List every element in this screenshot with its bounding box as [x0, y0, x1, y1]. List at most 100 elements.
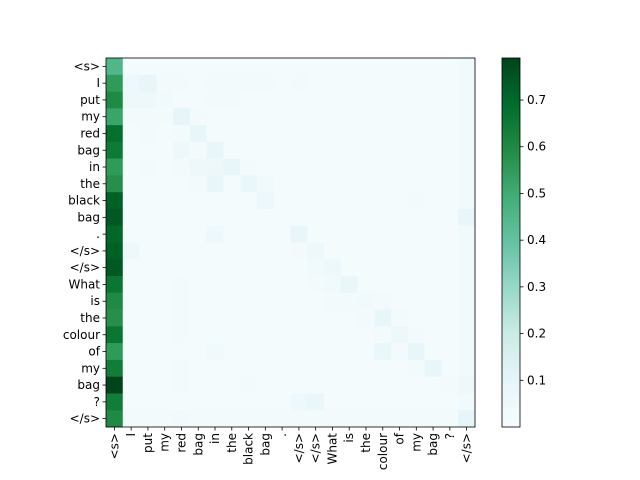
- heatmap-cell: [139, 74, 157, 92]
- heatmap-cell: [357, 326, 375, 344]
- heatmap-cell: [458, 58, 476, 76]
- heatmap-cell: [458, 292, 476, 310]
- heatmap-cell: [256, 259, 275, 277]
- heatmap-cell: [324, 309, 342, 327]
- heatmap-cell: [407, 208, 425, 227]
- heatmap-cell: [441, 343, 459, 361]
- heatmap-cell: [106, 141, 124, 159]
- heatmap-cell: [223, 208, 241, 227]
- heatmap-cell: [290, 58, 308, 76]
- y-tick-label: colour: [63, 328, 100, 342]
- heatmap-cell: [256, 58, 275, 76]
- heatmap-cell: [407, 343, 425, 361]
- heatmap-cell: [189, 192, 207, 210]
- heatmap-cell: [424, 225, 442, 243]
- colorbar-tick-label: 0.4: [527, 233, 546, 247]
- heatmap-cell: [441, 141, 459, 159]
- heatmap-cell: [307, 259, 325, 277]
- heatmap-cell: [156, 343, 174, 361]
- heatmap-cell: [139, 91, 157, 109]
- heatmap-cell: [374, 259, 392, 277]
- heatmap-cell: [340, 125, 358, 143]
- heatmap-cell: [407, 108, 425, 126]
- heatmap-cell: [391, 225, 409, 243]
- heatmap-cell: [424, 242, 442, 260]
- x-tick-label: black: [242, 433, 256, 465]
- heatmap-cell: [122, 108, 140, 126]
- heatmap-cell: [324, 292, 342, 310]
- heatmap-cell: [458, 225, 476, 243]
- heatmap-cell: [407, 359, 425, 377]
- heatmap-cell: [173, 359, 191, 377]
- heatmap-cell: [290, 292, 308, 310]
- y-tick-label: bag: [77, 378, 100, 392]
- heatmap-cell: [391, 343, 409, 361]
- heatmap-cell: [441, 410, 459, 428]
- heatmap-cell: [206, 192, 224, 210]
- heatmap-cell: [458, 208, 476, 227]
- heatmap-cell: [324, 376, 342, 394]
- heatmap-cell: [273, 376, 291, 394]
- heatmap-cell: [122, 242, 140, 260]
- heatmap-cell: [173, 343, 191, 361]
- heatmap-cell: [240, 359, 258, 377]
- x-tick-label: What: [325, 433, 339, 465]
- heatmap-cell: [290, 410, 308, 428]
- heatmap-cell: [441, 242, 459, 260]
- heatmap-cell: [441, 276, 459, 294]
- heatmap-cell: [273, 175, 291, 193]
- heatmap-cell: [223, 58, 241, 76]
- heatmap-cell: [106, 309, 124, 327]
- y-tick-label: my: [81, 361, 100, 375]
- heatmap-cell: [290, 74, 308, 92]
- heatmap-cell: [139, 208, 157, 227]
- heatmap-cell: [106, 225, 124, 243]
- heatmap-cell: [206, 141, 224, 159]
- heatmap-cell: [256, 326, 275, 344]
- heatmap-cell: [139, 343, 157, 361]
- heatmap-cell: [407, 74, 425, 92]
- heatmap-cell: [324, 141, 342, 159]
- heatmap-cell: [391, 125, 409, 143]
- y-tick-label: the: [80, 311, 100, 325]
- heatmap-cell: [458, 141, 476, 159]
- heatmap-cell: [256, 393, 275, 411]
- heatmap-cell: [139, 125, 157, 143]
- heatmap-cell: [424, 259, 442, 277]
- x-tick-label: the: [359, 433, 373, 453]
- y-tick-label: </s>: [70, 412, 100, 426]
- heatmap-cell: [407, 225, 425, 243]
- x-tick-label: .: [275, 433, 289, 437]
- heatmap-cell: [407, 242, 425, 260]
- y-tick-label: I: [96, 76, 100, 90]
- heatmap-cell: [240, 326, 258, 344]
- heatmap-cell: [357, 208, 375, 227]
- heatmap-cell: [340, 326, 358, 344]
- heatmap-cell: [240, 125, 258, 143]
- heatmap-cell: [240, 192, 258, 210]
- heatmap-cell: [223, 242, 241, 260]
- heatmap-cell: [357, 125, 375, 143]
- heatmap-cell: [223, 343, 241, 361]
- heatmap-cell: [256, 108, 275, 126]
- heatmap-cell: [324, 125, 342, 143]
- heatmap-cell: [307, 376, 325, 394]
- heatmap-cell: [256, 410, 275, 428]
- heatmap-cell: [324, 208, 342, 227]
- y-tick-label: of: [88, 345, 100, 359]
- heatmap-cell: [156, 309, 174, 327]
- heatmap-cell: [173, 393, 191, 411]
- heatmap-cell: [240, 91, 258, 109]
- x-tick-label: bag: [426, 433, 440, 456]
- heatmap-cell: [122, 276, 140, 294]
- heatmap-cell: [407, 309, 425, 327]
- heatmap-cell: [256, 208, 275, 227]
- x-tick-label: bag: [191, 433, 205, 456]
- x-tick-label: bag: [258, 433, 272, 456]
- heatmap-cell: [407, 292, 425, 310]
- heatmap-cell: [324, 74, 342, 92]
- heatmap-cell: [391, 141, 409, 159]
- heatmap-cell: [424, 158, 442, 176]
- heatmap-cell: [256, 376, 275, 394]
